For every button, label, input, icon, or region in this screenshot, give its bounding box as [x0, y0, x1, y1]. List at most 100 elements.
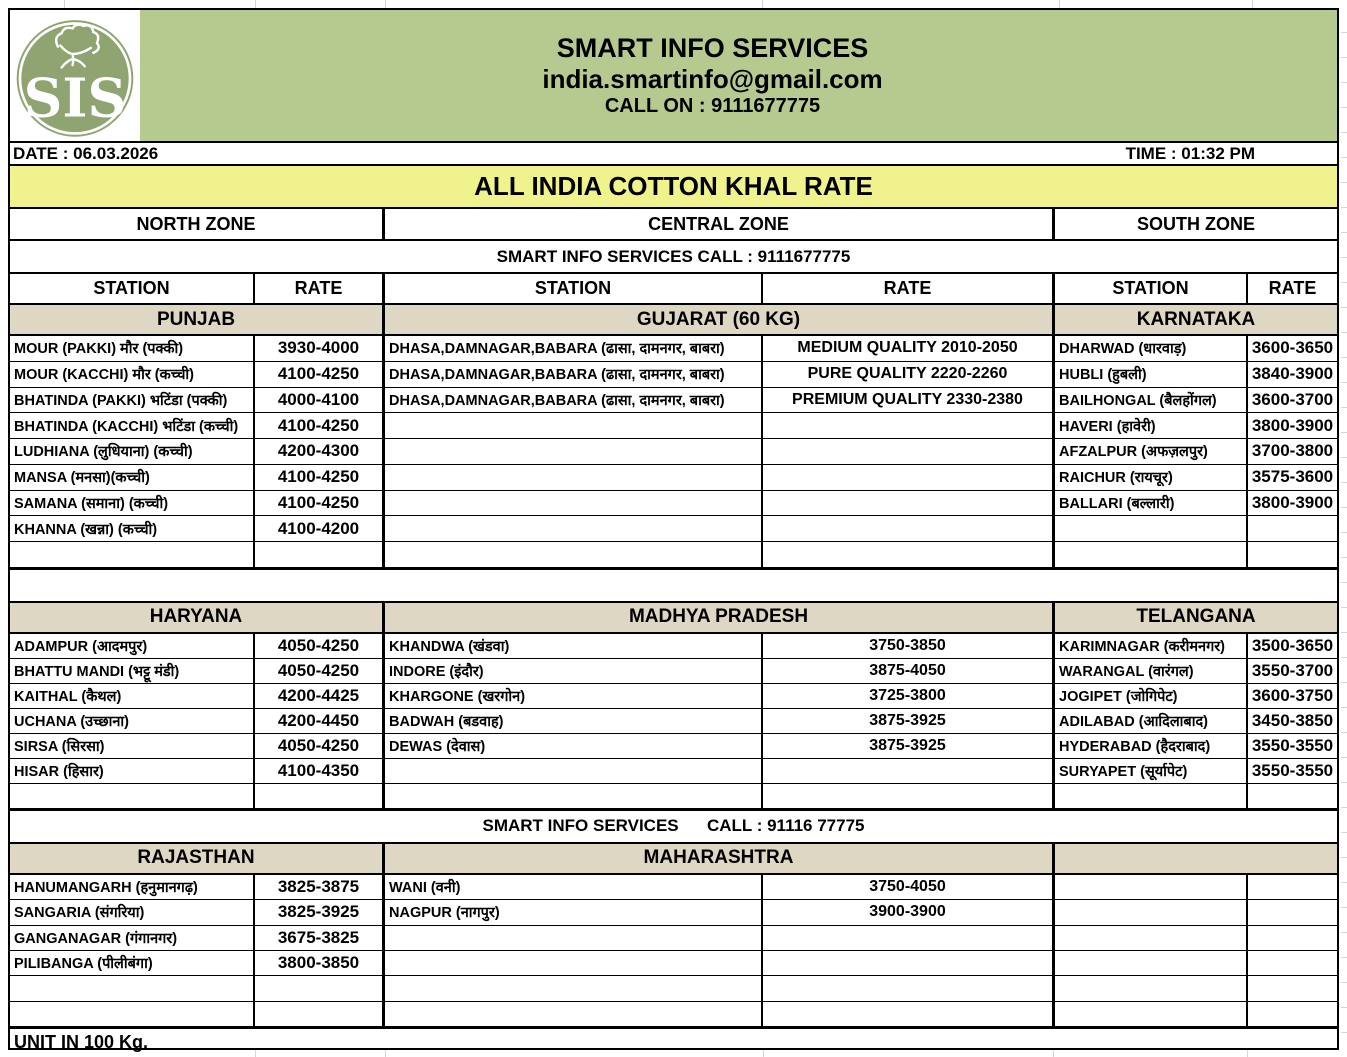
- zone-header-row: NORTH ZONE CENTRAL ZONE SOUTH ZONE: [10, 209, 1337, 241]
- station-cell: [385, 413, 763, 440]
- station-cell: [385, 439, 763, 465]
- rate-cell: 3875-4050: [763, 658, 1055, 684]
- section-south-empty: [1055, 843, 1337, 875]
- station-cell: INDORE (इंदौर): [385, 658, 763, 684]
- time-label: TIME : 01:32 PM: [1125, 143, 1255, 163]
- station-cell: HAVERI (हावेरी): [1055, 413, 1248, 440]
- gridline: [1053, 1050, 1054, 1057]
- gridline: [1247, 1050, 1248, 1057]
- rate-cell: 3575-3600: [1248, 465, 1337, 491]
- col-station-1: STATION: [10, 274, 255, 305]
- station-cell: MOUR (PAKKI) मौर (पक्की): [10, 336, 255, 362]
- station-cell: [1055, 950, 1248, 977]
- station-cell: [1055, 976, 1248, 1002]
- col-rate-2: RATE: [763, 274, 1055, 305]
- station-cell: MANSA (मनसा)(कच्ची): [10, 464, 255, 491]
- rate-cell: 4200-4425: [255, 683, 385, 709]
- rate-cell: [1248, 900, 1337, 926]
- column-header-row: STATION RATE STATION RATE STATION RATE: [10, 274, 1337, 305]
- rate-cell: [255, 1001, 385, 1027]
- rate-cell: 4050-4250: [255, 733, 385, 759]
- rate-cell: 4050-4250: [255, 658, 385, 684]
- station-cell: [10, 976, 255, 1002]
- station-cell: UCHANA (उच्छाना): [10, 708, 255, 734]
- rate-cell: [1248, 516, 1337, 543]
- rate-cell: [763, 490, 1055, 517]
- station-cell: ADAMPUR (आदमपुर): [10, 633, 255, 659]
- rate-cell: [763, 413, 1055, 440]
- station-cell: [385, 490, 763, 517]
- rate-cell: [763, 542, 1055, 568]
- zone-south: SOUTH ZONE: [1055, 209, 1337, 241]
- station-cell: SANGARIA (संगरिया): [10, 900, 255, 926]
- gridline: [385, 1050, 386, 1057]
- rate-cell: 4050-4250: [255, 633, 385, 659]
- rate-cell: 3500-3650: [1248, 634, 1337, 659]
- rate-cell: 3875-3925: [763, 733, 1055, 759]
- section-karnataka: KARNATAKA: [1055, 305, 1337, 336]
- unit-note: UNIT IN 100 Kg.: [14, 1032, 149, 1053]
- station-cell: [1055, 542, 1248, 568]
- rate-cell: 3825-3875: [255, 874, 385, 901]
- station-cell: HANUMANGARH (हनुमानगढ़): [10, 874, 255, 901]
- section-telangana: TELANGANA: [1055, 602, 1337, 634]
- sheet-title: ALL INDIA COTTON KHAL RATE: [8, 166, 1339, 209]
- station-cell: SIRSA (सिरसा): [10, 733, 255, 759]
- station-cell: [10, 783, 255, 809]
- rate-cell: 3675-3825: [255, 925, 385, 951]
- rate-cell: 3550-3700: [1248, 659, 1337, 684]
- rate-cell: [763, 783, 1055, 809]
- col-station-2: STATION: [385, 274, 763, 305]
- station-cell: [385, 976, 763, 1002]
- rate-cell: [1248, 784, 1337, 809]
- station-cell: NAGPUR (नागपुर): [385, 900, 763, 926]
- station-cell: BALLARI (बल्लारी): [1055, 490, 1248, 517]
- rate-cell: 3750-3850: [763, 633, 1055, 659]
- date-label: DATE : 06.03.2026: [13, 143, 159, 163]
- station-cell: [1055, 874, 1248, 901]
- rate-cell: 3750-4050: [763, 874, 1055, 901]
- station-cell: [385, 464, 763, 491]
- rate-cell: 4200-4450: [255, 708, 385, 734]
- logo-letters: SIS: [24, 66, 127, 129]
- gridline-strip: [1341, 8, 1347, 1050]
- rate-cell: [763, 925, 1055, 951]
- gridline: [64, 0, 65, 8]
- rate-cell: 3700-3800: [1248, 439, 1337, 465]
- rate-cell: 3900-3900: [763, 900, 1055, 926]
- station-cell: [1055, 925, 1248, 951]
- company-banner: SIS SMART INFO SERVICES india.smartinfo@…: [8, 8, 1339, 143]
- company-email: india.smartinfo@gmail.com: [542, 64, 883, 95]
- station-cell: KAITHAL (कैथल): [10, 683, 255, 709]
- zone-north: NORTH ZONE: [10, 209, 385, 241]
- station-cell: BHATTU MANDI (भट्टू मंडी): [10, 658, 255, 684]
- col-station-3: STATION: [1055, 274, 1248, 305]
- rate-cell: MEDIUM QUALITY 2010-2050: [763, 336, 1055, 362]
- station-cell: [385, 1001, 763, 1027]
- station-cell: SAMANA (समाना) (कच्ची): [10, 490, 255, 517]
- rate-cell: [763, 950, 1055, 977]
- station-cell: PILIBANGA (पीलीबंगा): [10, 950, 255, 977]
- gridline: [763, 1050, 764, 1057]
- station-cell: [1055, 783, 1248, 809]
- rate-cell: 3600-3700: [1248, 388, 1337, 414]
- col-rate-3: RATE: [1248, 274, 1337, 305]
- company-name: SMART INFO SERVICES: [556, 33, 869, 64]
- rate-cell: 3800-3850: [255, 950, 385, 977]
- station-cell: SURYAPET (सूर्यापेट): [1055, 758, 1248, 784]
- rate-cell: 4200-4300: [255, 439, 385, 465]
- rate-cell: [763, 1001, 1055, 1027]
- rate-cell: PREMIUM QUALITY 2330-2380: [763, 387, 1055, 414]
- section-madhya-pradesh: MADHYA PRADESH: [385, 602, 1055, 634]
- rate-cell: 3875-3925: [763, 708, 1055, 734]
- station-cell: [10, 1001, 255, 1027]
- rate-cell: 4000-4100: [255, 387, 385, 414]
- rate-cell: 3800-3900: [1248, 491, 1337, 517]
- station-cell: GANGANAGAR (गंगानगर): [10, 925, 255, 951]
- rate-cell: [255, 783, 385, 809]
- station-cell: [1055, 516, 1248, 543]
- station-cell: BADWAH (बडवाह): [385, 708, 763, 734]
- station-cell: [385, 925, 763, 951]
- station-cell: [385, 783, 763, 809]
